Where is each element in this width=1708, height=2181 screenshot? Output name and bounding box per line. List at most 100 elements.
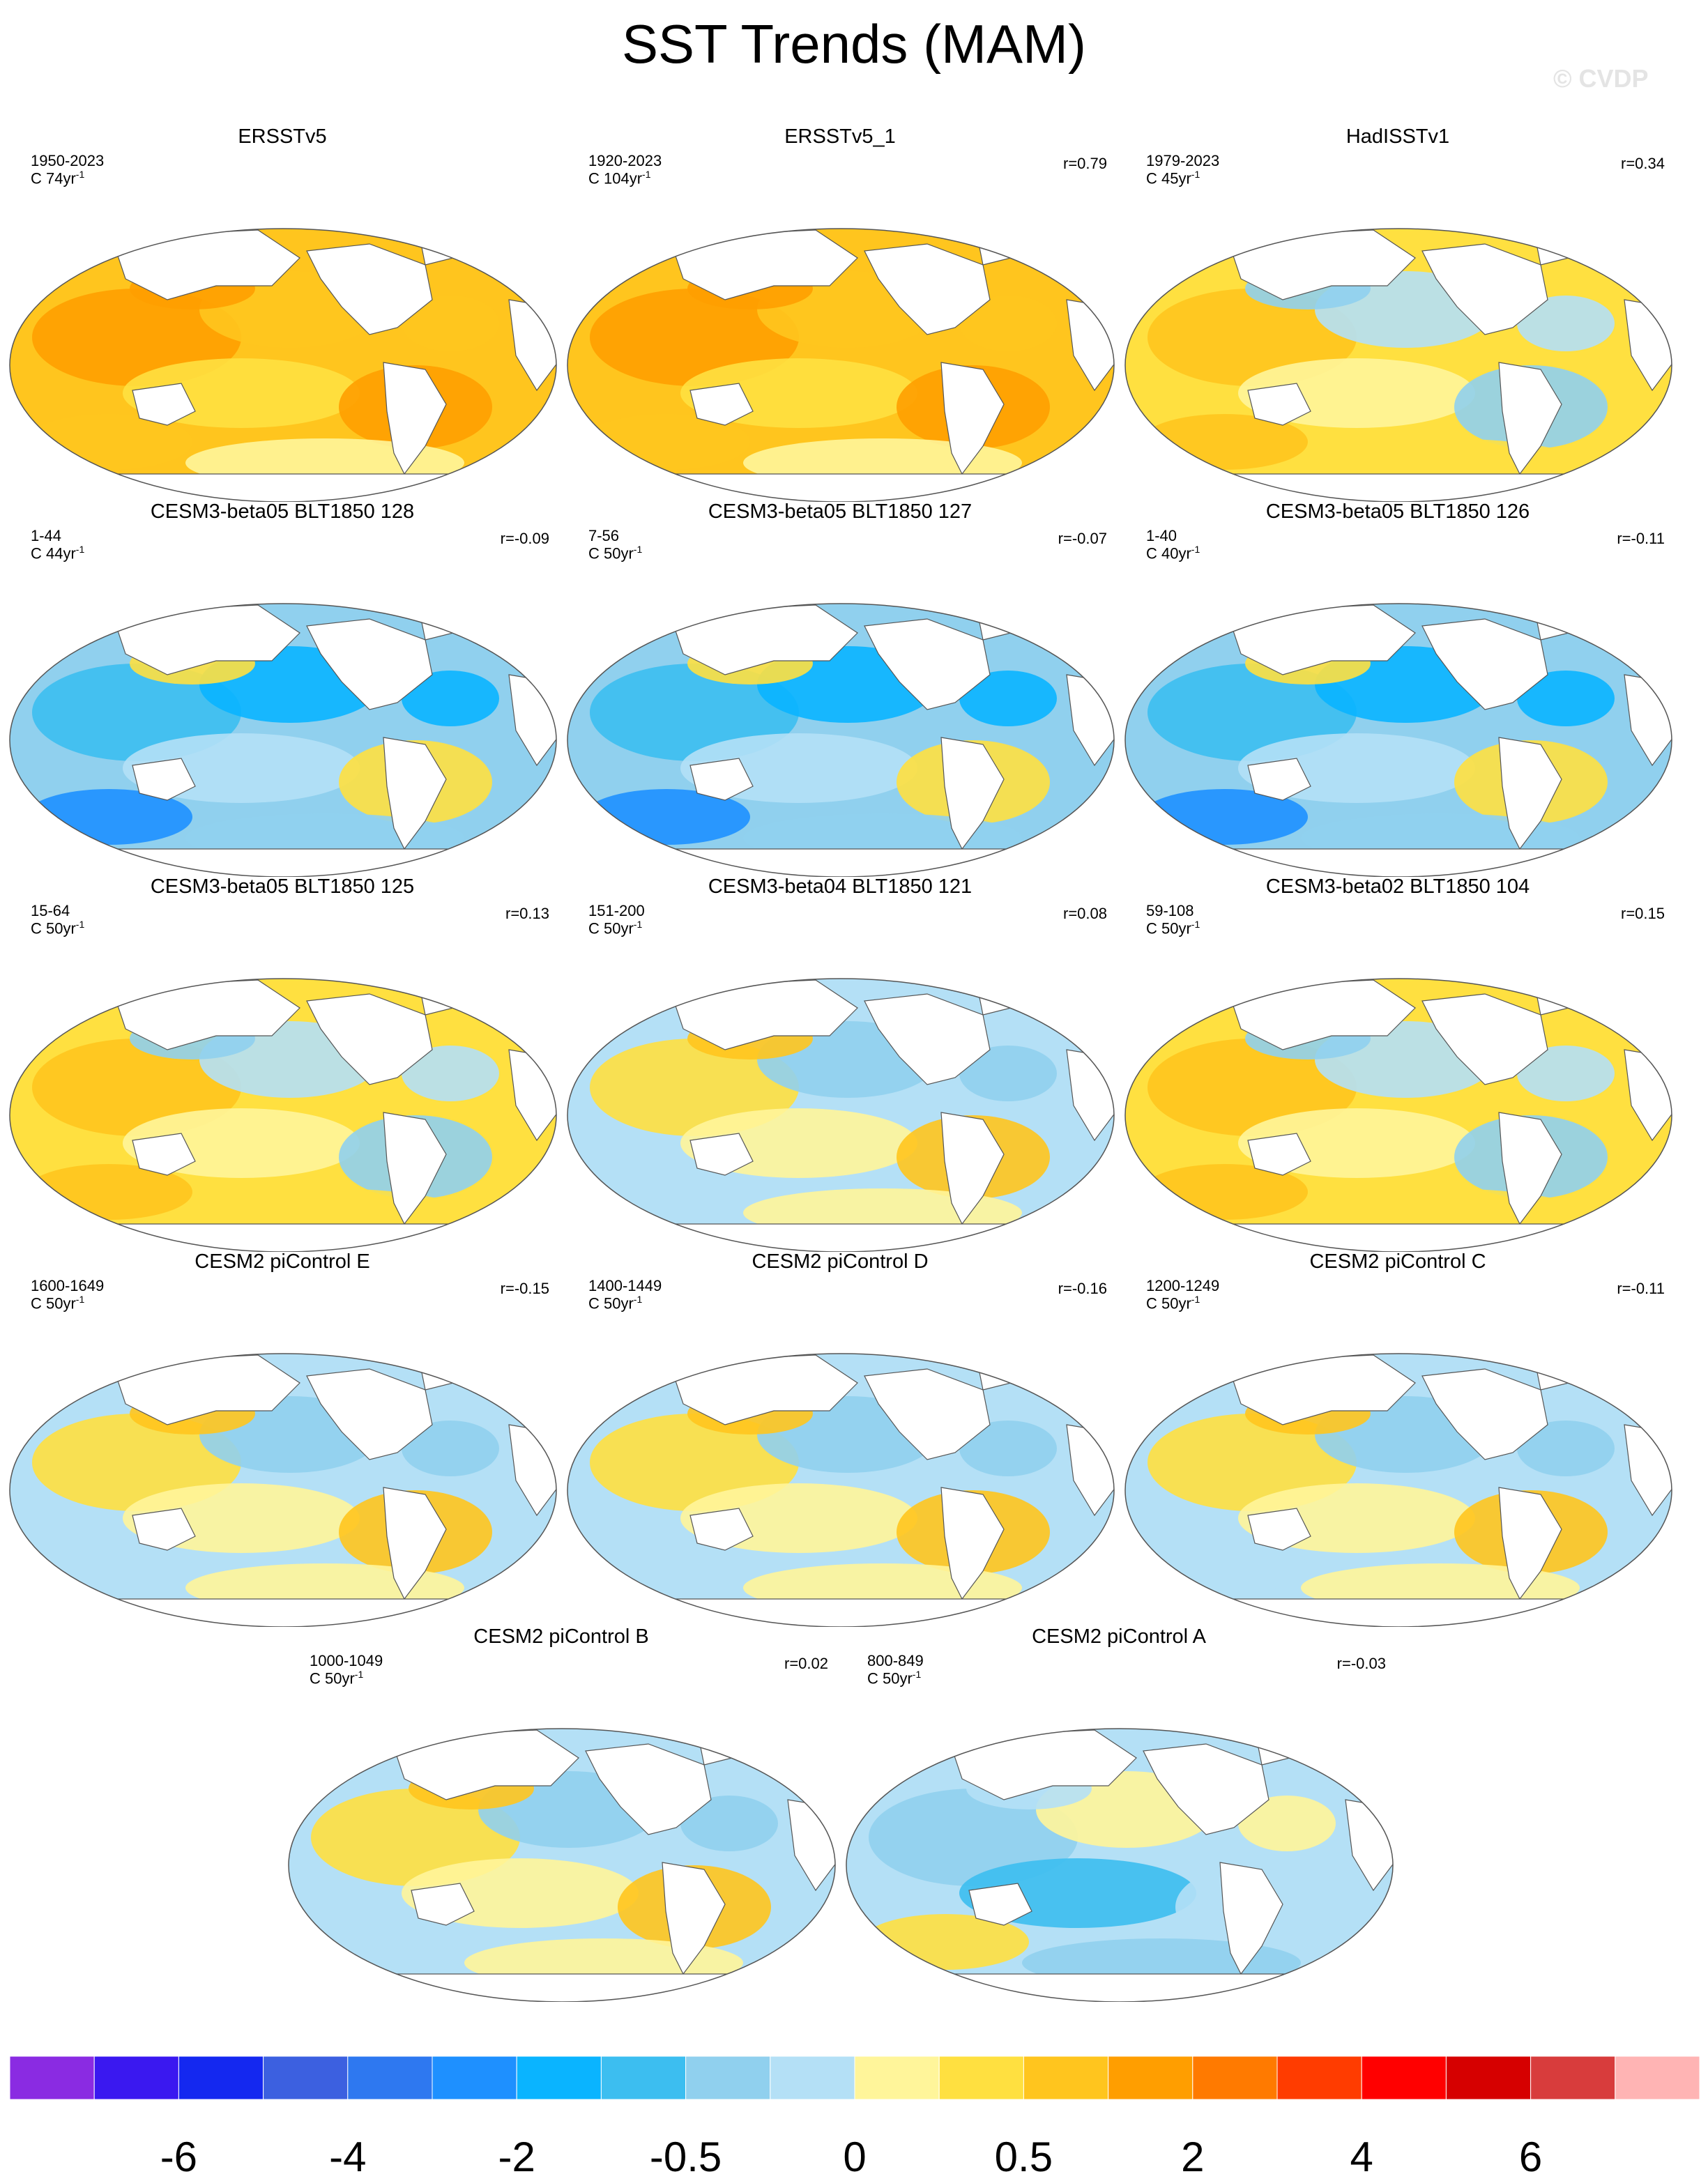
units-prefix: C <box>31 544 46 563</box>
panel-correlation: r=-0.16 <box>1058 1280 1107 1297</box>
colorbar-swatch <box>10 2056 95 2099</box>
land-mass <box>20 1223 538 1252</box>
land-mass <box>111 229 300 300</box>
units-prefix: C <box>310 1669 325 1688</box>
land-mass <box>298 1973 817 2002</box>
colorbar <box>10 2056 1700 2099</box>
land-mass <box>306 243 433 335</box>
map-border <box>567 603 1115 877</box>
panel-title: CESM2 piControl E <box>195 1250 370 1273</box>
panel-period: 1-40 <box>1146 527 1177 544</box>
panel-title: ERSSTv5 <box>238 125 327 148</box>
panel-correlation: r=-0.11 <box>1617 1280 1665 1297</box>
units-prefix: C <box>588 919 604 938</box>
map-panel: ERSSTv5_1 1920-2023 C 104yr-1 r=0.79 <box>565 125 1115 502</box>
anomaly-region <box>590 1039 799 1136</box>
units-prefix: C <box>1146 544 1161 563</box>
panel-title: HadISSTv1 <box>1345 125 1450 148</box>
colorbar-swatch <box>1615 2056 1700 2099</box>
anomaly-region <box>1517 296 1615 351</box>
land-mass <box>306 618 433 710</box>
map-border <box>567 228 1115 502</box>
world-map <box>9 1353 557 1627</box>
panel-units: C 50yr-1 <box>310 1669 363 1688</box>
land-mass <box>1498 737 1562 850</box>
panel-correlation: r=0.34 <box>1621 155 1665 172</box>
colorbar-swatch <box>432 2056 517 2099</box>
anomaly-region <box>1147 289 1357 386</box>
land-mass <box>383 1487 447 1600</box>
land-mass <box>383 362 447 475</box>
land-mass <box>864 1368 991 1460</box>
land-mass <box>1226 979 1416 1050</box>
land-mass <box>1498 362 1562 475</box>
units-exponent: -1 <box>75 1294 85 1305</box>
colorbar-swatch <box>1530 2056 1616 2099</box>
panel-units: C 74yr-1 <box>31 169 84 188</box>
panel-correlation: r=0.13 <box>505 905 549 922</box>
colorbar-tick-label: -0.5 <box>649 2134 722 2180</box>
panel-correlation: r=0.08 <box>1063 905 1107 922</box>
panel-period: 59-108 <box>1146 902 1194 919</box>
world-map <box>1124 228 1672 502</box>
panel-title: CESM2 piControl C <box>1309 1250 1486 1273</box>
land-mass <box>577 473 1096 502</box>
anomaly-region <box>1147 1414 1357 1511</box>
land-mass <box>864 993 991 1085</box>
land-mass <box>390 1729 579 1800</box>
land-mass <box>947 1729 1137 1800</box>
anomaly-region <box>402 671 499 726</box>
land-mass <box>1421 1368 1548 1460</box>
land-mass <box>306 1368 433 1460</box>
units-value: 50yr <box>604 1294 634 1313</box>
land-mass <box>111 979 300 1050</box>
panel-units: C 50yr-1 <box>31 919 84 938</box>
land-mass <box>585 1743 712 1835</box>
land-mass <box>1421 618 1548 710</box>
units-exponent: -1 <box>1191 919 1200 930</box>
land-mass <box>689 1508 754 1551</box>
units-exponent: -1 <box>75 544 85 555</box>
units-value: 50yr <box>325 1669 355 1688</box>
anomaly-region <box>1147 664 1357 761</box>
map-border <box>1124 603 1672 877</box>
anomaly-region <box>869 1789 1078 1886</box>
units-exponent: -1 <box>912 1669 922 1680</box>
units-prefix: C <box>588 544 604 563</box>
anomaly-region <box>32 1039 241 1136</box>
units-value: 50yr <box>46 919 76 938</box>
panel-title: ERSSTv5_1 <box>784 125 896 148</box>
colorbar-swatch <box>93 2056 179 2099</box>
map-panel: CESM3-beta05 BLT1850 128 1-44 C 44yr-1 r=-0… <box>7 500 558 877</box>
panel-units: C 50yr-1 <box>1146 919 1200 938</box>
units-exponent: -1 <box>75 169 85 180</box>
land-mass <box>940 362 1005 475</box>
map-panel: HadISSTv1 1979-2023 C 45yr-1 r=0.34 <box>1122 125 1673 502</box>
land-mass <box>689 383 754 426</box>
anomaly-region <box>680 1796 778 1851</box>
colorbar-swatch <box>1361 2056 1447 2099</box>
land-mass <box>1421 243 1548 335</box>
panel-title: CESM2 piControl A <box>1032 1625 1206 1648</box>
units-exponent: -1 <box>1191 1294 1200 1305</box>
units-prefix: C <box>588 169 604 188</box>
map-border <box>9 978 557 1252</box>
map-panel: CESM2 piControl C 1200-1249 C 50yr-1 r=-0.1… <box>1122 1250 1673 1627</box>
land-mass <box>940 1487 1005 1600</box>
colorbar-tick-label: 6 <box>1518 2134 1543 2180</box>
map-panel: CESM2 piControl E 1600-1649 C 50yr-1 r=-0.1… <box>7 1250 558 1627</box>
panel-period: 1200-1249 <box>1146 1277 1220 1294</box>
units-value: 50yr <box>604 919 634 938</box>
colorbar-swatch <box>1023 2056 1109 2099</box>
map-border <box>567 1353 1115 1627</box>
units-value: 50yr <box>1161 1294 1191 1313</box>
land-mass <box>383 1112 447 1225</box>
colorbar-swatch <box>178 2056 264 2099</box>
panel-units: C 50yr-1 <box>588 919 642 938</box>
units-value: 50yr <box>883 1669 913 1688</box>
land-mass <box>1135 1223 1654 1252</box>
anomaly-region <box>590 1414 799 1511</box>
units-prefix: C <box>1146 919 1161 938</box>
panel-period: 1950-2023 <box>31 152 105 169</box>
land-mass <box>411 1883 475 1926</box>
